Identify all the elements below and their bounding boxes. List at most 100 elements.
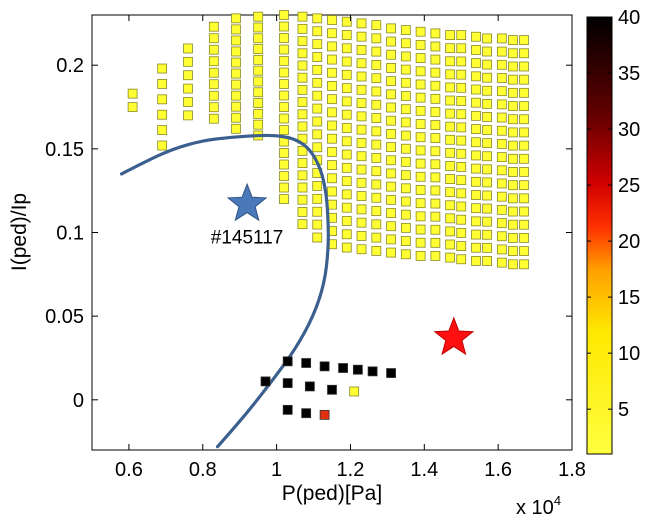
- data-point: [519, 153, 529, 164]
- data-point: [456, 241, 467, 251]
- data-point: [482, 112, 492, 122]
- data-point: [208, 33, 219, 44]
- data-point: [400, 77, 411, 88]
- data-point: [471, 229, 481, 240]
- data-point: [456, 30, 467, 40]
- data-point: [386, 36, 396, 47]
- data-point: [356, 45, 367, 55]
- data-point: [208, 21, 219, 32]
- data-point: [327, 15, 337, 25]
- data-point: [415, 79, 426, 90]
- data-point: [430, 198, 441, 209]
- data-point: [297, 109, 308, 120]
- data-point: [415, 105, 426, 116]
- data-point: [297, 36, 308, 46]
- data-point: [327, 54, 337, 65]
- data-point: [327, 160, 337, 170]
- data-point: [301, 408, 312, 419]
- data-point: [356, 31, 367, 42]
- data-point: [400, 117, 411, 128]
- data-point: [400, 38, 411, 49]
- data-point: [430, 159, 441, 170]
- data-point: [430, 146, 441, 157]
- data-point: [445, 134, 456, 145]
- colorbar-tick-label: 25: [618, 175, 640, 197]
- data-point: [386, 142, 396, 152]
- data-point: [297, 170, 308, 181]
- data-point: [356, 244, 367, 255]
- data-point: [386, 181, 396, 192]
- data-point: [519, 87, 529, 98]
- data-point: [415, 251, 426, 261]
- data-point: [297, 23, 308, 34]
- data-point: [341, 202, 352, 213]
- data-point: [253, 33, 264, 44]
- data-point: [519, 193, 529, 204]
- y-tick-label: 0.2: [56, 55, 84, 77]
- data-point: [253, 98, 264, 108]
- data-point: [445, 252, 456, 263]
- data-point: [356, 58, 367, 69]
- data-point: [341, 109, 352, 120]
- data-point: [297, 146, 308, 156]
- data-point: [519, 61, 529, 72]
- x-tick-label: 0.8: [189, 459, 217, 481]
- data-point: [508, 180, 518, 191]
- data-point: [456, 109, 467, 120]
- data-point: [482, 59, 492, 70]
- data-point: [430, 133, 441, 144]
- data-point: [279, 44, 289, 55]
- y-axis-ticks: 0 0.05 0.1 0.15 0.2: [45, 55, 572, 412]
- data-point: [319, 361, 330, 372]
- x-multiplier-label: x 104: [516, 493, 561, 518]
- data-point: [183, 70, 193, 81]
- data-point: [482, 151, 492, 162]
- data-point: [297, 121, 308, 132]
- data-point: [508, 193, 518, 204]
- data-point: [519, 167, 529, 177]
- data-point: [482, 216, 492, 227]
- data-point: [183, 110, 193, 121]
- data-point: [430, 54, 441, 65]
- data-point: [304, 381, 315, 392]
- data-point: [341, 123, 352, 133]
- data-point: [508, 233, 518, 243]
- data-point: [341, 43, 352, 54]
- data-point: [253, 65, 264, 76]
- data-point: [327, 120, 337, 131]
- data-point: [371, 33, 382, 44]
- data-point: [279, 67, 289, 78]
- shot-annotation: #145117: [211, 228, 284, 249]
- data-point: [508, 61, 518, 72]
- data-point: [456, 43, 467, 54]
- data-point: [482, 177, 492, 188]
- data-point: [231, 112, 241, 123]
- data-point: [312, 219, 323, 230]
- data-point: [341, 189, 352, 200]
- data-point: [471, 84, 481, 95]
- data-point: [456, 122, 467, 133]
- data-point: [312, 142, 323, 153]
- data-point: [341, 56, 352, 67]
- data-point: [445, 174, 456, 184]
- data-point: [471, 124, 481, 134]
- data-point: [327, 94, 337, 105]
- data-point: [341, 229, 352, 240]
- data-point: [386, 115, 396, 126]
- data-point: [400, 64, 411, 75]
- data-point: [496, 46, 507, 57]
- data-point: [471, 176, 481, 187]
- data-point: [519, 140, 529, 151]
- data-point: [456, 227, 467, 238]
- data-point: [327, 28, 337, 39]
- data-point: [312, 13, 323, 24]
- data-point: [482, 229, 492, 240]
- data-point: [297, 219, 308, 230]
- data-point: [127, 88, 138, 99]
- data-point: [508, 101, 518, 111]
- data-point: [471, 31, 481, 42]
- data-point: [253, 22, 264, 33]
- data-point: [208, 56, 219, 67]
- data-point: [356, 231, 367, 241]
- data-point: [445, 200, 456, 211]
